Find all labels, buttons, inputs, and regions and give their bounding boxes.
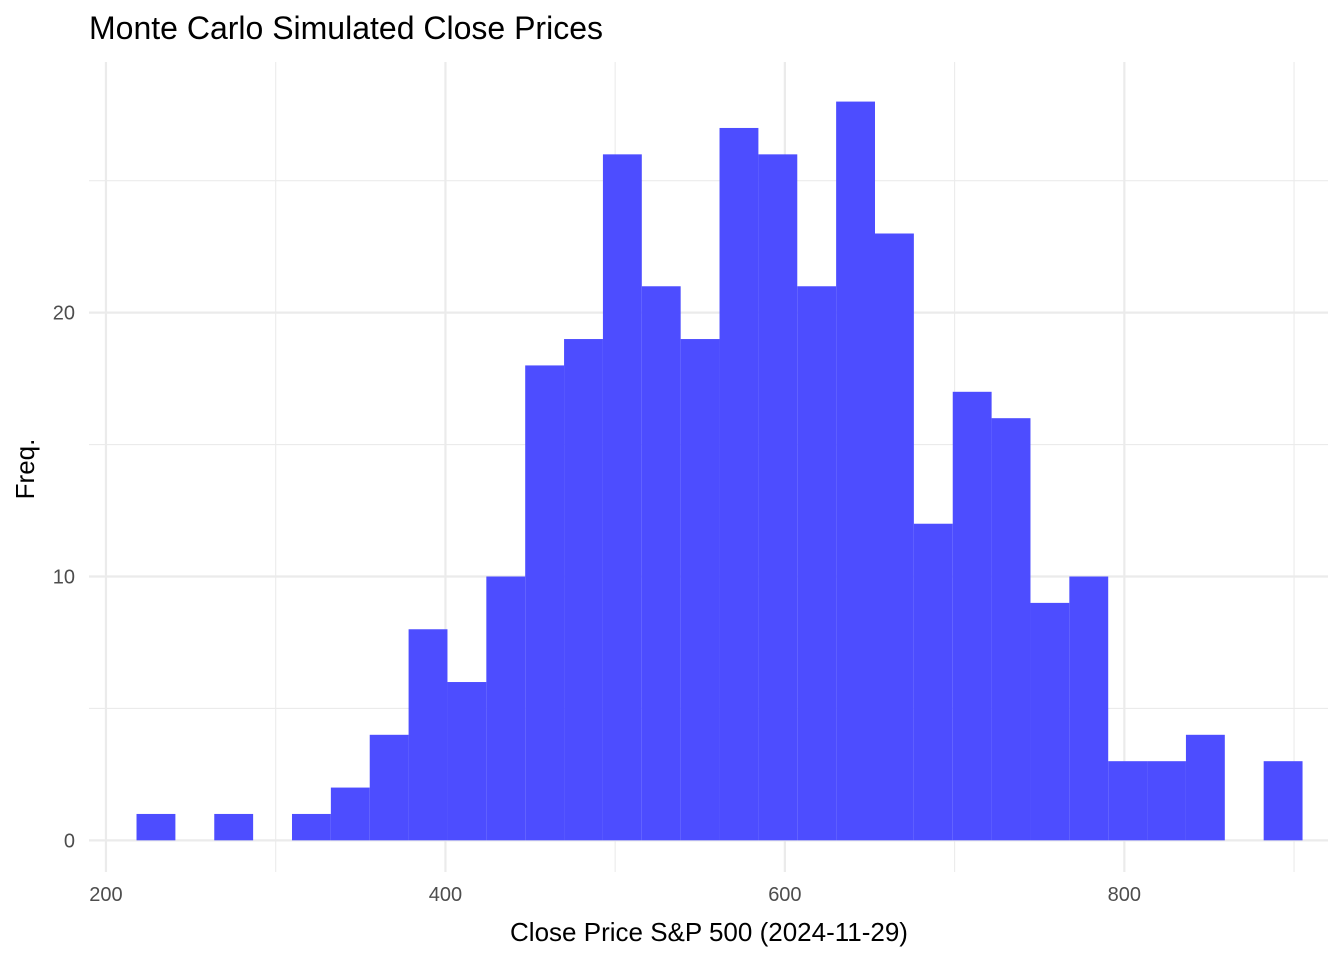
histogram-bar [136,813,176,841]
histogram-bar [369,734,409,841]
histogram-bar [447,682,487,841]
x-tick-label: 200 [89,884,122,906]
histogram-bar [486,576,526,841]
histogram-bar [1147,761,1186,841]
histogram-bar [680,339,720,841]
histogram-bar [525,365,565,841]
x-tick-label: 800 [1108,884,1141,906]
histogram-bar [797,286,837,841]
histogram-bar [991,418,1031,841]
y-tick-label: 20 [53,303,75,325]
x-tick-label: 600 [768,884,801,906]
histogram-bar [408,629,448,841]
histogram-bar [875,233,914,841]
histogram-bar [1185,734,1225,841]
chart-title: Monte Carlo Simulated Close Prices [89,10,603,46]
histogram-bar [719,127,759,841]
histogram-bar [330,787,370,841]
histogram-bar [1069,576,1109,841]
histogram-bar [291,813,331,841]
histogram-bar [214,813,254,841]
histogram-bar [913,523,953,841]
histogram-bar [952,391,992,841]
y-axis-title: Freq. [10,439,40,500]
histogram-bar [758,154,798,841]
x-tick-label: 400 [429,884,462,906]
x-axis-title: Close Price S&P 500 (2024-11-29) [510,917,908,947]
histogram-bar [564,339,603,841]
y-tick-label: 10 [53,566,75,588]
histogram-bar [1263,761,1303,841]
histogram-bar [1030,602,1070,841]
histogram-bar [641,286,681,841]
y-tick-label: 0 [64,830,75,852]
tick-labels: 200 400 600 800 0 10 20 [53,303,1141,906]
histogram-bar [1108,761,1148,841]
histogram-bar [602,154,642,841]
bars [136,101,1303,841]
histogram-bar [836,101,875,841]
